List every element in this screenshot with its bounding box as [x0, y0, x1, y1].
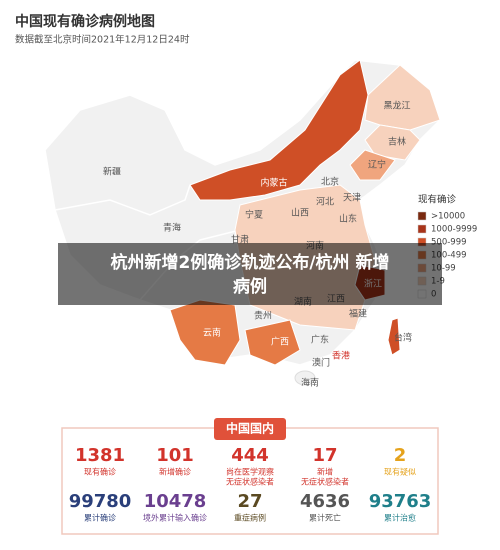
map: 新疆 青海 甘肃 宁夏 内蒙古 黑龙江 吉林 辽宁 北京 天津 河北 山西 山东…	[44, 59, 441, 389]
province-guangxi	[244, 319, 301, 366]
province-label: 贵州	[254, 310, 272, 322]
headline-line: 杭州新增2例确诊轨迹公布/杭州 新增	[111, 252, 390, 273]
stat-label: 累计治愈	[384, 513, 416, 523]
province-taiwan	[387, 317, 401, 356]
legend-label: 100-499	[431, 251, 467, 261]
stat-value: 10478	[144, 491, 207, 512]
title: 中国现有确诊病例地图	[15, 13, 155, 30]
province-label: 广西	[271, 336, 289, 348]
stat-value: 4636	[300, 491, 350, 512]
headline-overlay: 杭州新增2例确诊轨迹公布/杭州 新增 病例	[58, 243, 442, 305]
province-label: 广东	[311, 334, 329, 346]
province-label: 澳门	[312, 357, 330, 369]
stat-label: 现有确诊	[84, 467, 116, 477]
province-label: 河北	[316, 196, 334, 208]
stat-label: 累计确诊	[84, 513, 116, 523]
legend-title: 现有确诊	[418, 194, 457, 206]
province-inner-mongolia	[189, 59, 369, 201]
stat-value: 101	[156, 445, 194, 466]
province-liaoning	[349, 149, 396, 181]
province-label: 台湾	[394, 332, 412, 344]
province-label: 香港	[332, 350, 350, 362]
overlay-band	[58, 243, 442, 305]
province-label: 新疆	[103, 166, 121, 178]
province-label: 山西	[291, 208, 309, 219]
stat-label: 新增	[317, 467, 333, 477]
stat-value: 444	[231, 445, 269, 466]
stat-label: 无症状感染者	[301, 477, 349, 487]
province-label: 甘肃	[231, 234, 249, 246]
stat-value: 17	[312, 445, 337, 466]
headline-line: 病例	[233, 276, 267, 297]
legend-label: 500-999	[431, 238, 467, 248]
stat-value: 2	[394, 445, 407, 466]
province-label: 黑龙江	[383, 100, 410, 112]
province-label: 吉林	[388, 136, 406, 148]
panel-title: 中国国内	[226, 421, 274, 436]
subtitle: 数据截至北京时间2021年12月12日24时	[15, 34, 190, 46]
province-label: 北京	[321, 176, 339, 188]
stat-label: 无症状感染者	[226, 477, 274, 487]
province-label: 青海	[163, 222, 181, 234]
province-heilongjiang	[364, 64, 441, 131]
province-jilin	[364, 124, 421, 161]
stat-label: 重症病例	[234, 513, 266, 523]
stat-value: 93763	[369, 491, 432, 512]
legend-label: >10000	[431, 212, 465, 222]
province-label: 内蒙古	[260, 177, 287, 189]
province-label: 山东	[339, 213, 357, 225]
legend-label: 1000-9999	[431, 225, 477, 235]
stat-label: 尚在医学观察	[226, 467, 274, 477]
stat-label: 累计死亡	[309, 513, 341, 523]
province-hainan	[294, 370, 316, 386]
stat-value: 27	[237, 491, 262, 512]
stat-label: 境外累计输入确诊	[143, 513, 207, 523]
stat-label: 新增确诊	[159, 467, 191, 477]
panel-border	[61, 427, 439, 535]
province-label: 海南	[301, 377, 319, 389]
province-label: 福建	[349, 308, 367, 320]
province-border	[54, 184, 191, 216]
province-label: 云南	[203, 327, 221, 339]
legend-swatch	[417, 224, 427, 234]
legend-label: 10-99	[431, 264, 456, 274]
province-label: 天津	[343, 193, 361, 204]
stat-value: 99780	[69, 491, 132, 512]
stat-label: 现有疑似	[384, 467, 416, 477]
province-label: 辽宁	[368, 159, 386, 171]
legend-swatch	[417, 211, 427, 221]
panel-tab	[214, 418, 286, 440]
province-label: 宁夏	[245, 209, 263, 221]
stat-value: 1381	[75, 445, 125, 466]
stats-panel: 中国国内 1381现有确诊101新增确诊444尚在医学观察无症状感染者17新增无…	[61, 418, 439, 535]
